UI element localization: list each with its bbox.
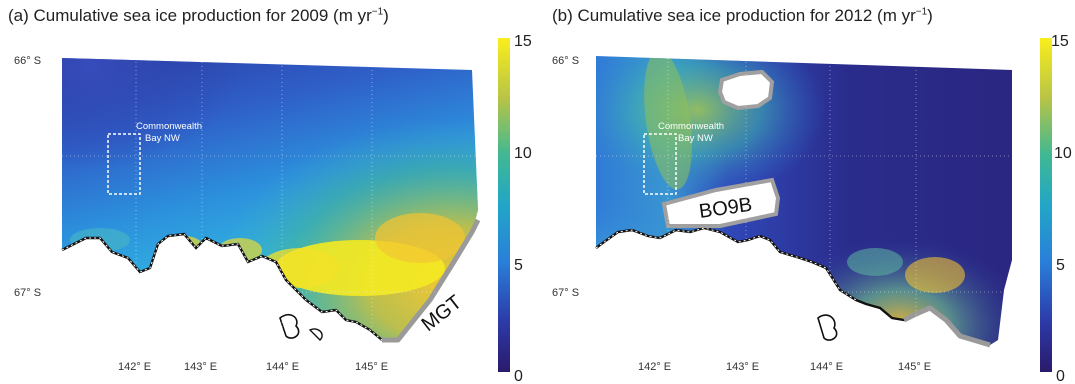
panel-b-cb-0: 0 [1056, 368, 1065, 384]
panel-a-coastline-dots [61, 233, 383, 341]
panel-a-cb-5: 5 [514, 257, 523, 274]
panel-b-cb-5: 5 [1056, 257, 1065, 274]
panel-b-region-label-1: Commonwealth [658, 121, 724, 132]
panel-a-region-label-2: Bay NW [145, 133, 180, 144]
panel-b-cb-10: 10 [1054, 145, 1072, 162]
panel-b-lon-142: 142° E [638, 361, 671, 373]
panel-b-glacier-outline [902, 305, 991, 348]
panel-b-colorbar [1040, 38, 1052, 372]
panel-a-lon-145: 145° E [355, 361, 388, 373]
panel-a-lon-144: 144° E [266, 361, 299, 373]
panel-a-graticule [62, 58, 478, 355]
panel-b-lon-144: 144° E [810, 361, 843, 373]
panel-a-map: Commonwealth Bay NW MGT 66° S 67° S 142°… [14, 33, 532, 384]
panel-a-island [279, 313, 300, 339]
panel-b-ice-field [596, 56, 1012, 345]
panel-a-title-end: ) [383, 6, 389, 25]
panel-a-ice-field [62, 58, 478, 340]
panel-b-title-end: ) [927, 6, 933, 25]
panel-b-region-label-2: Bay NW [678, 133, 713, 144]
panel-a-lat-67: 67° S [14, 287, 41, 299]
panel-b-title: (b) Cumulative sea ice production for 20… [552, 6, 933, 26]
panel-a-title-text: (a) Cumulative sea ice production for 20… [8, 6, 372, 25]
panel-b-island [817, 314, 838, 341]
panel-a-title-sup: −1 [371, 6, 384, 18]
panel-a-lat-66: 66° S [14, 55, 41, 67]
panel-b-title-sup: −1 [915, 6, 928, 18]
panel-a-region-label-1: Commonwealth [136, 121, 202, 132]
panel-a-cb-0: 0 [514, 368, 523, 384]
panel-b-lat-67: 67° S [552, 287, 579, 299]
panel-b-lat-66: 66° S [552, 55, 579, 67]
panel-b-commonwealth-bay-box [643, 133, 677, 195]
panel-b-iceberg-b09b [661, 177, 781, 228]
panel-a-islet [308, 328, 323, 341]
panel-a-lon-143: 143° E [184, 361, 217, 373]
panel-b-map: BO9B Commonwealth Bay NW 66° S 67° S 142… [552, 33, 1072, 384]
panel-a-cb-15: 15 [514, 33, 532, 50]
panel-b-cb-15: 15 [1051, 33, 1069, 50]
panel-a-lon-142: 142° E [118, 361, 151, 373]
panel-a-title: (a) Cumulative sea ice production for 20… [8, 6, 389, 26]
panel-b-lon-143: 143° E [726, 361, 759, 373]
panel-b-title-text: (b) Cumulative sea ice production for 20… [552, 6, 916, 25]
panel-b-lon-145: 145° E [898, 361, 931, 373]
panel-a-commonwealth-bay-box [107, 133, 141, 195]
panel-a-cb-10: 10 [514, 145, 532, 162]
panel-b-graticule [596, 58, 1012, 355]
panel-a-glacier-tongue-outline [382, 218, 481, 343]
panel-a-colorbar [498, 38, 510, 372]
